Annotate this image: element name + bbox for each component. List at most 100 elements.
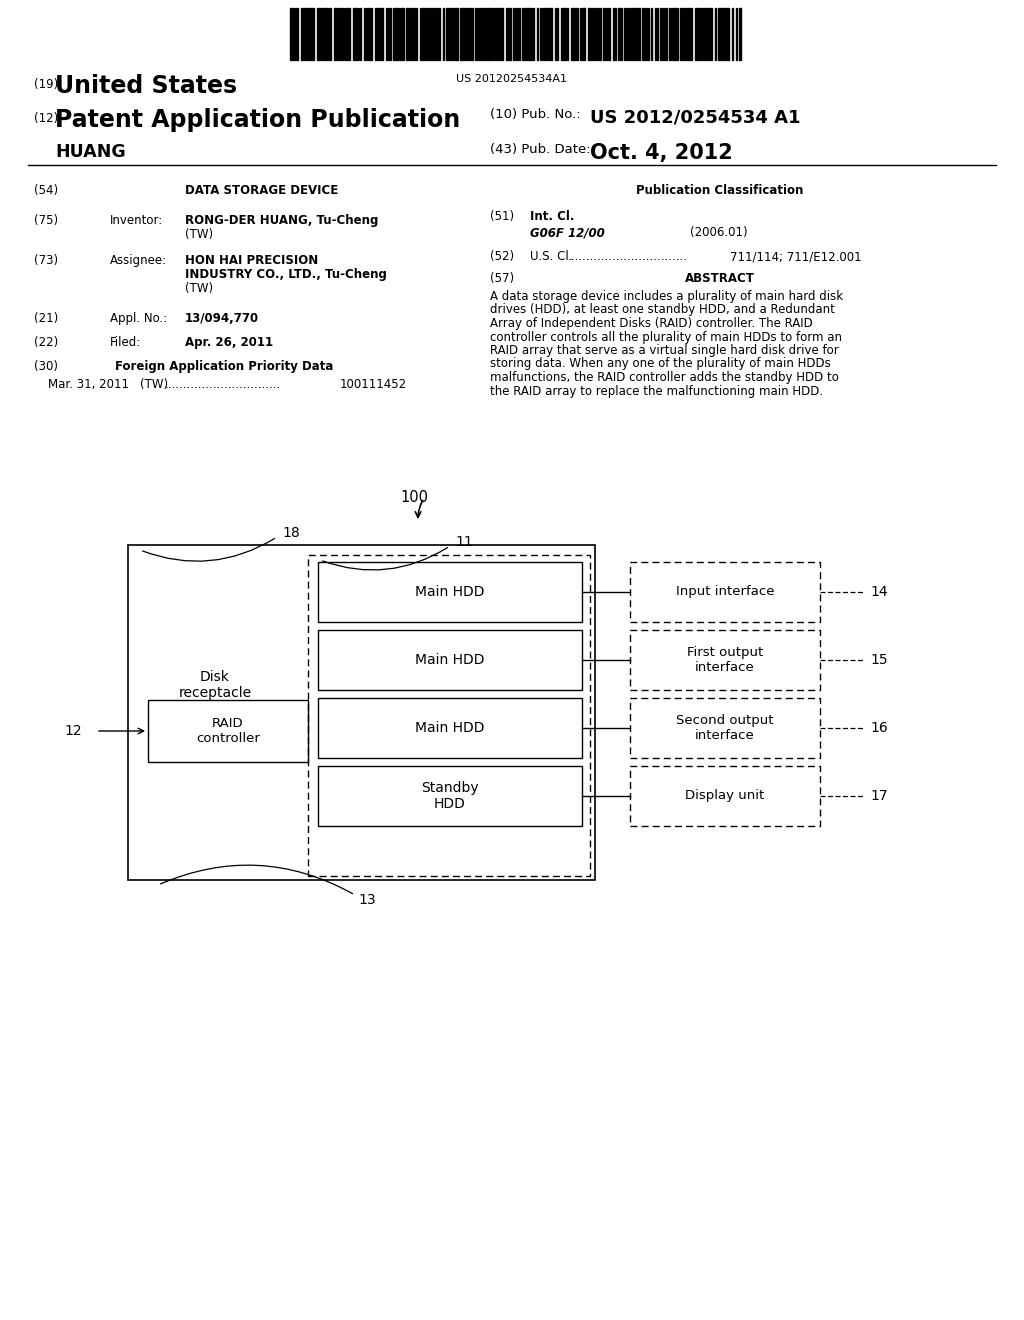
Bar [718, 8, 721, 59]
Text: Disk
receptacle: Disk receptacle [178, 671, 252, 700]
Bar [452, 8, 454, 59]
Text: Foreign Application Priority Data: Foreign Application Priority Data [115, 360, 334, 374]
Bar [588, 8, 591, 59]
Text: Input interface: Input interface [676, 586, 774, 598]
Text: (43) Pub. Date:: (43) Pub. Date: [490, 143, 591, 156]
Bar [532, 8, 534, 59]
Text: Inventor:: Inventor: [110, 214, 163, 227]
Text: RONG-DER HUANG, Tu-Cheng: RONG-DER HUANG, Tu-Cheng [185, 214, 379, 227]
Text: Publication Classification: Publication Classification [636, 183, 804, 197]
Bar [634, 8, 637, 59]
Bar [318, 562, 582, 622]
Text: ABSTRACT: ABSTRACT [685, 272, 755, 285]
Text: US 2012/0254534 A1: US 2012/0254534 A1 [590, 108, 801, 125]
Bar [605, 8, 607, 59]
Text: (19): (19) [34, 78, 58, 91]
Bar [549, 8, 552, 59]
Text: Appl. No.:: Appl. No.: [110, 312, 167, 325]
Text: 15: 15 [870, 653, 888, 667]
Text: (52): (52) [490, 249, 514, 263]
Text: 17: 17 [870, 789, 888, 803]
Bar [563, 8, 566, 59]
Text: (51): (51) [490, 210, 514, 223]
Bar [468, 8, 471, 59]
Text: Oct. 4, 2012: Oct. 4, 2012 [590, 143, 733, 162]
Bar [544, 8, 546, 59]
Text: G06F 12/00: G06F 12/00 [530, 226, 605, 239]
Text: US 20120254534A1: US 20120254534A1 [457, 74, 567, 84]
Text: (TW): (TW) [140, 378, 168, 391]
Text: (22): (22) [34, 337, 58, 348]
Bar [128, 545, 595, 880]
Bar [334, 8, 337, 59]
Bar [308, 554, 590, 876]
Bar [148, 700, 308, 762]
Text: A data storage device includes a plurality of main hard disk: A data storage device includes a plurali… [490, 290, 843, 304]
Bar [380, 8, 383, 59]
Text: controller controls all the plurality of main HDDs to form an: controller controls all the plurality of… [490, 330, 842, 343]
Bar [329, 8, 331, 59]
Bar [429, 8, 431, 59]
Bar [673, 8, 676, 59]
Text: Standby
HDD: Standby HDD [421, 781, 479, 810]
Text: 16: 16 [870, 721, 888, 735]
Text: (75): (75) [34, 214, 58, 227]
Text: U.S. Cl.: U.S. Cl. [530, 249, 572, 263]
Text: United States: United States [55, 74, 238, 98]
Bar [317, 8, 319, 59]
Text: Display unit: Display unit [685, 789, 765, 803]
Bar [571, 8, 574, 59]
Text: ...............................: ............................... [165, 378, 282, 391]
Bar [395, 8, 398, 59]
Bar [432, 8, 434, 59]
Bar [377, 8, 379, 59]
Text: drives (HDD), at least one standby HDD, and a Redundant: drives (HDD), at least one standby HDD, … [490, 304, 835, 317]
Bar [325, 8, 328, 59]
Text: Int. Cl.: Int. Cl. [530, 210, 574, 223]
Bar [638, 8, 640, 59]
Bar [739, 8, 741, 59]
Text: 14: 14 [870, 585, 888, 599]
Bar [687, 8, 690, 59]
Text: 11: 11 [455, 535, 473, 549]
Bar [726, 8, 729, 59]
Text: Main HDD: Main HDD [416, 585, 484, 599]
Text: 711/114; 711/E12.001: 711/114; 711/E12.001 [730, 249, 861, 263]
Text: DATA STORAGE DEVICE: DATA STORAGE DEVICE [185, 183, 338, 197]
Text: HUANG: HUANG [55, 143, 126, 161]
Bar [684, 8, 686, 59]
Bar [318, 766, 582, 826]
Bar [406, 8, 409, 59]
Bar [460, 8, 463, 59]
Bar [318, 698, 582, 758]
Text: (73): (73) [34, 253, 58, 267]
Text: 100111452: 100111452 [340, 378, 408, 391]
Bar [346, 8, 348, 59]
Text: RAID array that serve as a virtual single hard disk drive for: RAID array that serve as a virtual singl… [490, 345, 839, 356]
Text: RAID
controller: RAID controller [196, 717, 260, 744]
Bar [506, 8, 508, 59]
Bar [368, 8, 370, 59]
Text: (30): (30) [34, 360, 58, 374]
Text: Second output
interface: Second output interface [676, 714, 774, 742]
Text: 100: 100 [400, 490, 428, 506]
Text: ................................: ................................ [568, 249, 688, 263]
Bar [355, 8, 357, 59]
Text: (21): (21) [34, 312, 58, 325]
Bar [498, 8, 501, 59]
Text: First output
interface: First output interface [687, 645, 763, 675]
Text: Main HDD: Main HDD [416, 653, 484, 667]
Bar [722, 8, 725, 59]
Text: Main HDD: Main HDD [416, 721, 484, 735]
Bar [630, 698, 820, 758]
Bar [509, 8, 511, 59]
Text: 18: 18 [282, 525, 300, 540]
Text: (10) Pub. No.:: (10) Pub. No.: [490, 108, 581, 121]
Text: (54): (54) [34, 183, 58, 197]
Text: the RAID array to replace the malfunctioning main HDD.: the RAID array to replace the malfunctio… [490, 384, 823, 397]
Text: 12: 12 [65, 723, 82, 738]
Bar [618, 8, 620, 59]
Bar [709, 8, 712, 59]
Bar [524, 8, 527, 59]
Bar [528, 8, 531, 59]
